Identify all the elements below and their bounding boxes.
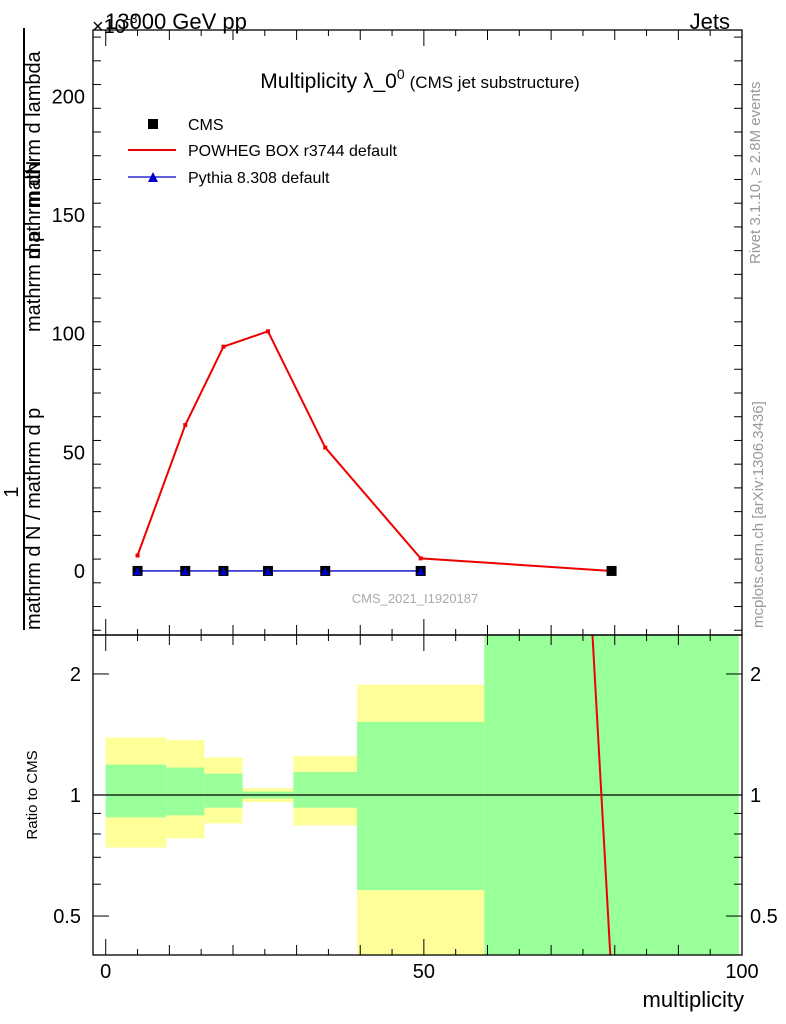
chart-subtitle: (CMS jet substructure) (410, 73, 580, 92)
powheg-point-3 (265, 329, 270, 334)
powheg-point-4 (323, 445, 328, 450)
pythia-point-0 (133, 566, 142, 575)
powheg-point-1 (183, 423, 188, 428)
powheg-point-2 (221, 344, 226, 349)
powheg-point-0 (135, 553, 140, 558)
ratio-band-green-1 (166, 767, 205, 816)
y-label-den-end-text: mathrm d lambda (23, 50, 45, 206)
pythia-point-4 (321, 566, 330, 575)
cms-point-6 (606, 565, 617, 576)
ratio-band-green-2 (204, 773, 243, 808)
main-y-tick-label-100: 100 (52, 324, 85, 346)
legend-label-2: Pythia 8.308 default (188, 170, 330, 187)
rivet-version-label: Rivet 3.1.10, ≥ 2.8M events (747, 82, 764, 265)
x-tick-label-0: 0 (100, 961, 111, 983)
analysis-watermark: CMS_2021_I1920187 (352, 591, 479, 606)
legend-label-1: POWHEG BOX r3744 default (188, 143, 398, 160)
y-label-numerator: mathrm dN (23, 161, 45, 260)
main-y-tick-label-0: 0 (74, 561, 85, 583)
header-left: 13000 GeV pp (105, 9, 247, 34)
ratio-band-green-4 (293, 772, 358, 808)
pythia-point-3 (263, 566, 272, 575)
main-y-axis-label: mathrm dN 1 mathrm d N / mathrm d p math… (1, 28, 45, 630)
ratio-y-tick-label-left-1: 1 (70, 785, 81, 807)
x-tick-label-50: 50 (413, 961, 435, 983)
ratio-band-green-5 (357, 721, 485, 891)
ratio-y-tick-label-right-0.5: 0.5 (750, 906, 778, 928)
legend-marker-pythia (148, 172, 158, 182)
ratio-y-axis-label: Ratio to CMS (24, 750, 41, 839)
x-axis-label: multiplicity (643, 987, 744, 1012)
powheg-line (136, 330, 612, 572)
chart-title: Multiplicity λ_0 (260, 70, 397, 93)
legend-label-0: CMS (188, 117, 224, 134)
chart-title-group: Multiplicity λ_00 (CMS jet substructure) (260, 66, 579, 93)
y-scale-factor: ×10-3 (92, 11, 138, 38)
y-label-den-part: mathrm d N / mathrm d p (23, 408, 45, 630)
y-label-denominator: mathrm d N / mathrm d p (23, 408, 45, 630)
ratio-series-line-0 (591, 634, 612, 956)
main-y-tick-label-50: 50 (63, 442, 85, 464)
x-tick-label-100: 100 (725, 961, 758, 983)
y-label-numerator-prefix: 1 (1, 486, 23, 497)
y-label-den-mid-text: mathrm d p (23, 231, 45, 332)
powheg-point-5 (418, 556, 423, 561)
mcplots-label: mcplots.cern.ch [arXiv:1306.3436] (750, 401, 767, 628)
ratio-y-tick-label-left-2: 2 (70, 664, 81, 686)
ratio-band-green-0 (105, 764, 167, 818)
ratio-y-tick-label-left-0.5: 0.5 (53, 906, 81, 928)
ratio-y-tick-label-right-1: 1 (750, 785, 761, 807)
pythia-point-2 (219, 566, 228, 575)
main-y-tick-label-150: 150 (52, 205, 85, 227)
legend-marker-cms (148, 119, 158, 129)
pythia-point-5 (416, 566, 425, 575)
ratio-y-tick-label-right-2: 2 (750, 664, 761, 686)
y-scale-exponent: -3 (126, 11, 138, 26)
main-y-tick-label-200: 200 (52, 86, 85, 108)
chart-title-sup: 0 (397, 66, 405, 82)
header-right: Jets (690, 9, 730, 34)
y-label-den-mid: mathrm d p mathrm d lambda (23, 50, 45, 332)
pythia-point-1 (181, 566, 190, 575)
y-scale-base: ×10 (92, 16, 126, 38)
